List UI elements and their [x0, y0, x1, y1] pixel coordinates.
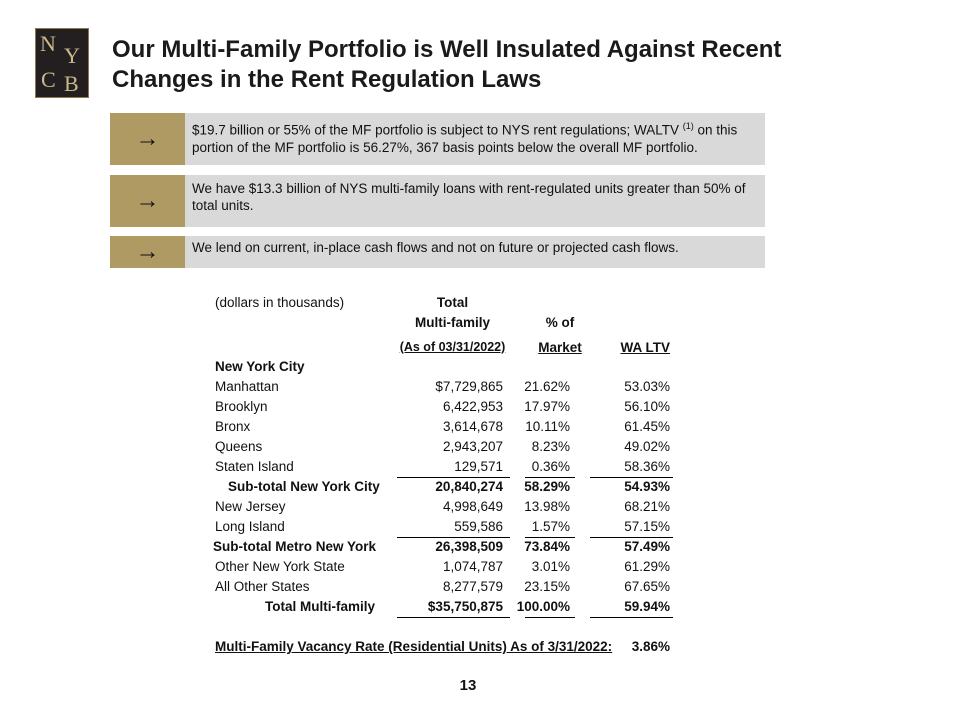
bullet: → We lend on current, in-place cash flow…	[110, 236, 765, 268]
superscript: (1)	[682, 121, 694, 131]
cell: 61.29%	[624, 559, 670, 574]
row-label: Staten Island	[215, 459, 294, 474]
row-label: Bronx	[215, 419, 251, 434]
rule	[590, 617, 673, 618]
rule	[397, 537, 510, 538]
rule	[397, 477, 510, 478]
bullet-text: $19.7 billion or 55% of the MF portfolio…	[192, 118, 755, 156]
cell: 100.00%	[516, 599, 570, 614]
cell: 6,422,953	[442, 399, 503, 414]
row-label: Brooklyn	[215, 399, 268, 414]
cell: 26,398,509	[435, 539, 503, 554]
row-label: Manhattan	[215, 379, 279, 394]
row-label: Sub-total New York City	[228, 479, 380, 494]
rule	[525, 537, 575, 538]
title: Our Multi-Family Portfolio is Well Insul…	[112, 36, 782, 63]
cell: 4,998,649	[442, 499, 503, 514]
cell: $7,729,865	[435, 379, 503, 394]
cell: 57.49%	[624, 539, 670, 554]
rule	[590, 537, 673, 538]
vacancy-label: Multi-Family Vacancy Rate (Residential U…	[215, 639, 613, 654]
column-header: Multi-family	[414, 315, 490, 330]
cell: 129,571	[454, 459, 503, 474]
cell: 49.02%	[624, 439, 670, 454]
unit-note: (dollars in thousands)	[215, 295, 345, 310]
rule	[590, 477, 673, 478]
cell: $35,750,875	[427, 599, 503, 614]
logo: N Y C B	[35, 28, 89, 98]
row-label: Long Island	[215, 519, 285, 534]
cell: 73.84%	[524, 539, 570, 554]
bullet-text: We have $13.3 billion of NYS multi-famil…	[192, 181, 746, 213]
page-number: 13	[459, 677, 477, 694]
arrow: →	[110, 236, 185, 268]
cell: 2,943,207	[442, 439, 503, 454]
bullet-text: We lend on current, in-place cash flows …	[192, 240, 679, 255]
rule	[397, 617, 510, 618]
cell: 10.11%	[525, 419, 570, 434]
cell: 23.15%	[524, 579, 570, 594]
cell: 57.15%	[624, 519, 670, 534]
rule	[525, 477, 575, 478]
column-header: Total	[436, 295, 469, 310]
title: Changes in the Rent Regulation Laws	[112, 66, 542, 93]
logo-letter: C	[41, 67, 56, 92]
cell: 53.03%	[624, 379, 670, 394]
cell: 3,614,678	[442, 419, 503, 434]
column-header: % of	[545, 315, 575, 330]
cell: 8.23%	[531, 439, 570, 454]
cell: 68.21%	[624, 499, 670, 514]
rule	[525, 617, 575, 618]
bullet: → $19.7 billion or 55% of the MF portfol…	[110, 113, 765, 165]
cell: 13.98%	[524, 499, 570, 514]
cell: 59.94%	[624, 599, 670, 614]
row-label: Sub-total Metro New York	[213, 539, 377, 554]
cell: 56.10%	[624, 399, 670, 414]
vacancy-value: 3.86%	[631, 639, 670, 654]
cell: 8,277,579	[442, 579, 503, 594]
cell: 58.29%	[524, 479, 570, 494]
column-header: WA LTV	[620, 340, 671, 355]
cell: 58.36%	[624, 459, 670, 474]
logo-letter: B	[64, 71, 79, 96]
cell: 3.01%	[531, 559, 570, 574]
cell: 1,074,787	[442, 559, 503, 574]
cell: 54.93%	[624, 479, 670, 494]
cell: 17.97%	[524, 399, 570, 414]
arrow: →	[110, 113, 185, 165]
cell: 1.57%	[531, 519, 570, 534]
row-label: Other New York State	[215, 559, 345, 574]
arrow: →	[110, 175, 185, 227]
cell: 67.65%	[624, 579, 670, 594]
logo-letter: N	[40, 31, 56, 56]
cell: 61.45%	[624, 419, 670, 434]
column-header: (As of 03/31/2022)	[399, 340, 506, 354]
text: on this portion of the MF portfolio is 5…	[192, 122, 738, 155]
logo-letter: Y	[64, 43, 80, 68]
column-header: Market	[538, 340, 582, 355]
row-label: Total Multi-family	[265, 599, 375, 614]
cell: 559,586	[454, 519, 503, 534]
text: $19.7 billion or 55% of the MF portfolio…	[192, 122, 679, 138]
bullet: → We have $13.3 billion of NYS multi-fam…	[110, 175, 765, 227]
cell: 0.36%	[531, 459, 570, 474]
cell: 21.62%	[524, 379, 570, 394]
row-label: New Jersey	[215, 499, 286, 514]
row-label: Queens	[215, 439, 263, 454]
row-label: All Other States	[215, 579, 310, 594]
cell: 20,840,274	[435, 479, 503, 494]
row-label: New York City	[215, 359, 305, 374]
